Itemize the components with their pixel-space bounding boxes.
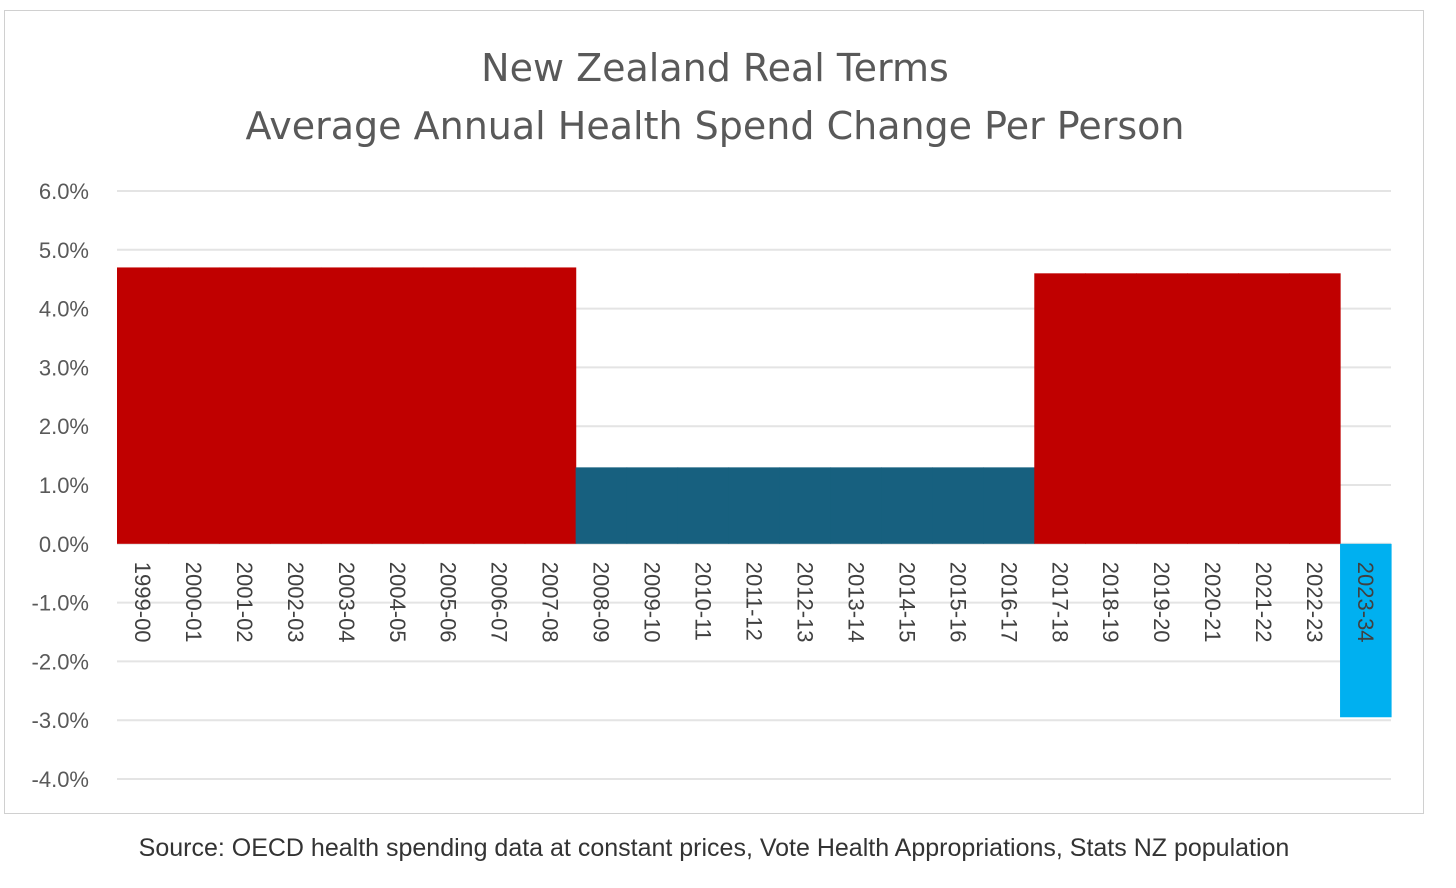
bar-2019-20	[1136, 273, 1188, 544]
x-category-label: 2021-22	[1251, 562, 1276, 643]
bar-2004-05	[371, 267, 424, 544]
x-category-label: 2002-03	[283, 562, 308, 643]
bar-2007-08	[524, 267, 577, 544]
bar-2023-34	[1340, 543, 1392, 718]
bar-2006-07	[473, 267, 526, 544]
y-tick-label: 6.0%	[39, 179, 89, 204]
x-category-label: 2019-20	[1149, 562, 1174, 643]
x-category-label: 2001-02	[232, 562, 257, 643]
x-category-label: 2014-15	[894, 562, 919, 643]
x-category-label: 2017-18	[1047, 562, 1072, 643]
bar-2010-11	[677, 467, 730, 544]
x-category-label: 2005-06	[436, 562, 461, 643]
bar-2001-02	[218, 267, 271, 544]
bar-2003-04	[320, 267, 373, 544]
x-category-label: 2018-19	[1098, 562, 1123, 643]
y-tick-label: 3.0%	[39, 355, 89, 380]
x-category-label: 2013-14	[843, 562, 868, 643]
bar-2018-19	[1085, 273, 1137, 544]
x-category-label: 2003-04	[334, 562, 359, 643]
x-category-label: 2010-11	[691, 562, 716, 641]
bar-2009-10	[626, 467, 679, 544]
x-category-label: 2020-21	[1200, 562, 1225, 643]
bar-2008-09	[575, 467, 628, 544]
bar-2014-15	[881, 467, 933, 544]
y-tick-label: 1.0%	[39, 473, 89, 498]
x-category-label: 2016-17	[996, 562, 1021, 643]
bar-2017-18	[1034, 273, 1086, 544]
x-category-label: 2004-05	[385, 562, 410, 643]
x-category-label: 2011-12	[742, 562, 767, 641]
x-category-label: 2009-10	[640, 562, 665, 643]
bar-2020-21	[1187, 273, 1239, 544]
y-tick-label: 5.0%	[39, 238, 89, 263]
bar-2013-14	[830, 467, 882, 544]
x-category-label: 2000-01	[181, 562, 206, 643]
x-category-label: 2008-09	[589, 562, 614, 643]
x-axis-categories: 1999-00 2000-01 2001-02 2002-03 2003-04 2004-…	[130, 562, 1378, 643]
bar-2005-06	[422, 267, 475, 544]
chart-title: New Zealand Real Terms Average Annual Hea…	[246, 46, 1185, 148]
y-tick-label: -4.0%	[32, 767, 89, 792]
y-tick-label: -1.0%	[32, 591, 89, 616]
x-category-label: 2006-07	[487, 562, 512, 643]
y-tick-label: 0.0%	[39, 532, 89, 557]
x-category-label: 1999-00	[130, 562, 155, 643]
bar-2000-01	[167, 267, 220, 544]
source-note: Source: OECD health spending data at con…	[138, 834, 1290, 862]
bar-2011-12	[728, 467, 781, 544]
bar-2015-16	[932, 467, 984, 544]
bars	[117, 267, 1392, 718]
chart-frame: New Zealand Real Terms Average Annual Hea…	[4, 10, 1424, 814]
y-tick-label: -2.0%	[32, 649, 89, 674]
x-category-label: 2012-13	[792, 562, 817, 643]
y-tick-label: -3.0%	[32, 708, 89, 733]
x-category-label: 2015-16	[945, 562, 970, 643]
x-category-label: 2022-23	[1302, 562, 1327, 643]
x-category-label: 2007-08	[538, 562, 563, 643]
bar-2002-03	[269, 267, 322, 544]
bar-2022-23	[1289, 273, 1341, 544]
x-category-label: 2023-34	[1353, 562, 1378, 643]
bar-2012-13	[779, 467, 832, 544]
chart-title-line-2: Average Annual Health Spend Change Per P…	[246, 104, 1185, 148]
chart-title-line-1: New Zealand Real Terms	[481, 46, 949, 90]
y-tick-label: 4.0%	[39, 297, 89, 322]
bar-1999-00	[117, 267, 169, 544]
y-axis-ticks: 6.0% 5.0% 4.0% 3.0% 2.0% 1.0% 0.0% -1.0% -2.0% -3…	[32, 179, 89, 792]
chart-svg: New Zealand Real Terms Average Annual Hea…	[32, 46, 1392, 792]
y-tick-label: 2.0%	[39, 414, 89, 439]
bar-2016-17	[983, 467, 1035, 544]
bar-2021-22	[1238, 273, 1290, 544]
